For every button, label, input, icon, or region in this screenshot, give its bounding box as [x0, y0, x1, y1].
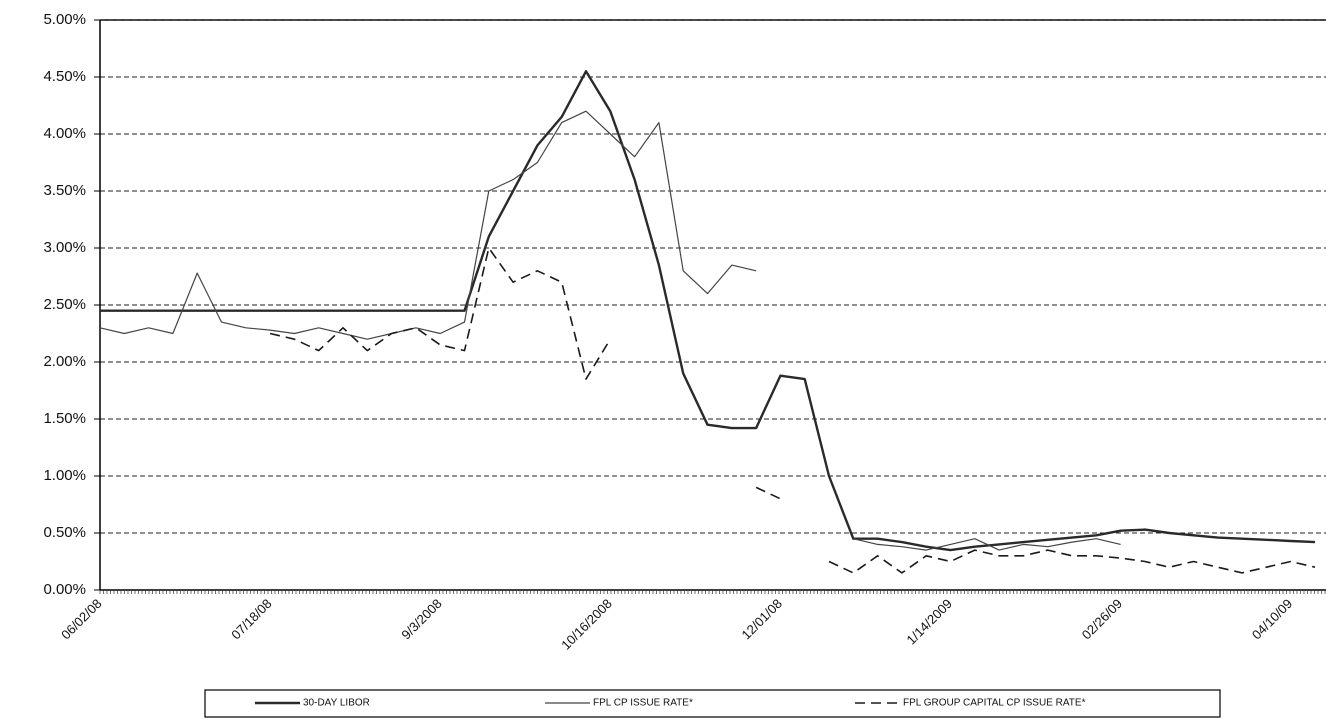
legend: 30-DAY LIBOR FPL CP ISSUE RATE* FPL GROUP … [255, 698, 1086, 709]
x-tick-label: 10/16/2008 [558, 596, 615, 653]
legend-box [204, 689, 1221, 718]
series-line [269, 247, 1316, 574]
y-tick-label: 2.00% [43, 353, 86, 370]
y-tick-label: 4.00% [43, 125, 86, 142]
y-tick-label: 1.50% [43, 410, 86, 427]
x-tick-label: 06/02/08 [58, 596, 104, 642]
x-tick-label: 02/26/09 [1079, 596, 1125, 642]
x-tick-label: 12/01/08 [739, 596, 785, 642]
series-line [99, 110, 1121, 551]
y-tick-label: 2.50% [43, 296, 86, 313]
y-tick-label: 0.50% [43, 524, 86, 541]
legend-label: FPL CP ISSUE RATE* [593, 698, 693, 709]
x-tick-label: 07/18/08 [228, 596, 274, 642]
series-line [100, 70, 1316, 552]
x-tick-label: 04/10/09 [1249, 596, 1295, 642]
x-tick-label: 9/3/2008 [398, 596, 444, 642]
y-tick-label: 1.00% [43, 467, 86, 484]
y-tick-label: 3.00% [43, 239, 86, 256]
y-tick-label: 4.50% [43, 68, 86, 85]
y-tick-label: 5.00% [43, 11, 86, 28]
y-tick-label: 0.00% [43, 581, 86, 598]
legend-label: FPL GROUP CAPITAL CP ISSUE RATE* [903, 698, 1086, 709]
x-tick-label: 1/14/2009 [904, 596, 956, 648]
legend-label: 30-DAY LIBOR [303, 698, 370, 709]
y-tick-label: 3.50% [43, 182, 86, 199]
